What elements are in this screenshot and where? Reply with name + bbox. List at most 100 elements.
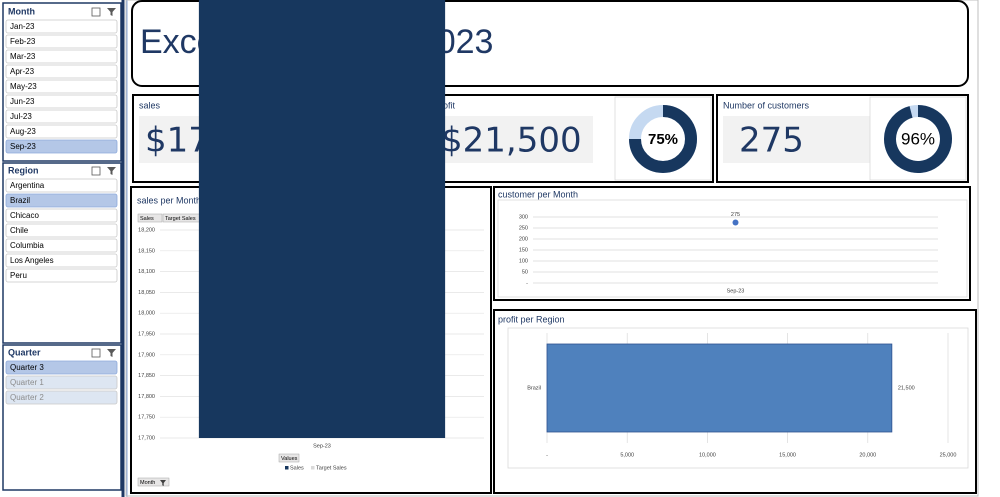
y-tick-label: 18,150 <box>138 248 155 254</box>
slicer-item[interactable] <box>5 178 118 193</box>
donut-arc <box>884 105 952 173</box>
kpi-value-box <box>723 116 881 163</box>
slicer-item-label[interactable]: May-23 <box>10 82 37 91</box>
slicer-item[interactable] <box>5 360 118 375</box>
clear-filter-button[interactable] <box>107 349 116 357</box>
field-button[interactable] <box>278 453 300 463</box>
slicer-item[interactable] <box>5 139 118 154</box>
slicer-title: Region <box>8 165 39 175</box>
slicer <box>2 162 122 344</box>
x-tick-label: 25,000 <box>940 452 957 458</box>
x-tick-label: 15,000 <box>779 452 796 458</box>
chart-title: customer per Month <box>498 189 578 199</box>
multi-select-button[interactable] <box>91 166 101 176</box>
slicer-item-label[interactable]: Quarter 1 <box>10 378 44 387</box>
slicer-item-label[interactable]: Feb-23 <box>10 37 36 46</box>
x-tick-label: 5,000 <box>620 452 634 458</box>
slicer-item-label[interactable]: Quarter 2 <box>10 393 44 402</box>
slicer-item[interactable] <box>5 34 118 49</box>
slicer-item-label[interactable]: Los Angeles <box>10 256 54 265</box>
y-tick-label: 17,900 <box>138 352 155 358</box>
kpi-value-box <box>435 116 593 163</box>
slicer-item-label[interactable]: Aug-23 <box>10 127 36 136</box>
field-button-label[interactable]: Target Sales <box>165 216 196 222</box>
x-tick-label: 10,000 <box>699 452 716 458</box>
slicer-item-label[interactable]: Columbia <box>10 241 44 250</box>
slicer-item[interactable] <box>5 193 118 208</box>
slicer-item-label[interactable]: Brazil <box>10 196 30 205</box>
bar <box>546 343 893 433</box>
line-marker <box>732 219 739 226</box>
chart-frame <box>493 186 971 301</box>
slicer-item-label[interactable]: Chile <box>10 226 29 235</box>
field-button-label[interactable]: Values <box>281 456 298 462</box>
slicer-item-label[interactable]: Mar-23 <box>10 52 36 61</box>
y-tick-label: 50 <box>522 269 528 275</box>
slicer-item-label[interactable]: Jun-23 <box>10 97 35 106</box>
slicer-item-label[interactable]: Sep-23 <box>10 142 36 151</box>
slicer-item[interactable] <box>5 390 118 405</box>
legend-swatch <box>285 466 289 470</box>
y-tick-label: 17,700 <box>138 435 155 441</box>
slicer-item[interactable] <box>5 79 118 94</box>
slicer-item[interactable] <box>5 64 118 79</box>
slicer-item[interactable] <box>5 109 118 124</box>
plot-frame <box>497 199 968 298</box>
slicer-item[interactable] <box>5 94 118 109</box>
dashboard-frame <box>125 0 979 497</box>
field-button-label[interactable]: Month <box>140 480 155 486</box>
y-tick-label: 250 <box>519 225 528 231</box>
field-button-label[interactable]: Sales <box>140 216 154 222</box>
kpi-label: profit <box>435 100 456 110</box>
field-button[interactable] <box>137 213 163 223</box>
slicer-title: Quarter <box>8 347 41 357</box>
clear-filter-button[interactable] <box>107 8 116 16</box>
slicer-item-label[interactable]: Peru <box>10 271 27 280</box>
kpi-value: 275 <box>739 121 804 161</box>
legend-swatch <box>311 466 315 470</box>
y-tick-label: 17,800 <box>138 394 155 400</box>
y-tick-label: 200 <box>519 236 528 242</box>
x-tick-label: Sep-23 <box>727 288 745 294</box>
slicer-item-label[interactable]: Quarter 3 <box>10 363 44 372</box>
multi-select-button[interactable] <box>91 348 101 358</box>
chart-title: sales per Month <box>137 195 201 205</box>
clear-filter-button[interactable] <box>107 167 116 175</box>
x-tick-label: Sep-23 <box>313 443 331 449</box>
slicer-item[interactable] <box>5 375 118 390</box>
y-tick-label: 300 <box>519 214 528 220</box>
slicer-item[interactable] <box>5 238 118 253</box>
slicer-item-label[interactable]: Jan-23 <box>10 22 35 31</box>
filter-icon[interactable] <box>160 480 166 486</box>
y-tick-label: Brazil <box>527 385 541 391</box>
kpi-label: Number of customers <box>723 100 810 110</box>
data-label: 21,500 <box>898 385 915 391</box>
legend-label: Sales <box>290 465 304 471</box>
slicer-item[interactable] <box>5 49 118 64</box>
legend-label: Target Sales <box>316 465 347 471</box>
kpi-label: sales <box>139 100 161 110</box>
x-tick-label: 20,000 <box>859 452 876 458</box>
y-tick-label: 18,000 <box>138 311 155 317</box>
slicer-item-label[interactable]: Chicaco <box>10 211 39 220</box>
slicer-item-label[interactable]: Jul-23 <box>10 112 32 121</box>
multi-select-button[interactable] <box>91 7 101 17</box>
y-tick-label: 17,850 <box>138 373 155 379</box>
field-button[interactable] <box>137 477 170 487</box>
y-tick-label: 18,200 <box>138 227 155 233</box>
slicer-item[interactable] <box>5 19 118 34</box>
slicer-item[interactable] <box>5 124 118 139</box>
y-tick-label: 100 <box>519 258 528 264</box>
chart-title: profit per Region <box>498 314 565 324</box>
slicer-item[interactable] <box>5 268 118 283</box>
slicer-item[interactable] <box>5 223 118 238</box>
donut-label: 75% <box>648 131 678 148</box>
slicer-item-label[interactable]: Argentina <box>10 181 45 190</box>
donut-label: 96% <box>901 129 935 148</box>
slicer-item-label[interactable]: Apr-23 <box>10 67 35 76</box>
y-tick-label: 18,100 <box>138 269 155 275</box>
slicer-item[interactable] <box>5 208 118 223</box>
slicer-item[interactable] <box>5 253 118 268</box>
